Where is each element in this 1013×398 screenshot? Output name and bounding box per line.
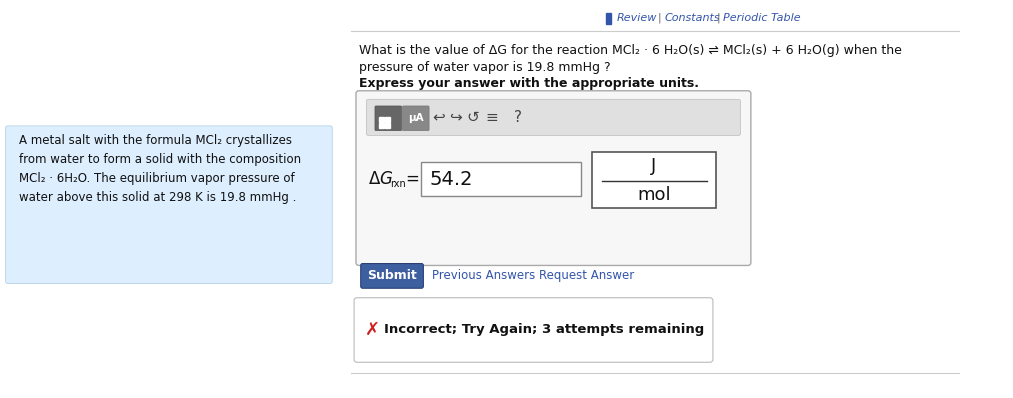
Text: ↺: ↺ [466, 110, 479, 125]
Text: pressure of water vapor is 19.8 mmHg ?: pressure of water vapor is 19.8 mmHg ? [359, 61, 611, 74]
Bar [379, 117, 384, 122]
Text: from water to form a solid with the composition: from water to form a solid with the comp… [19, 153, 301, 166]
Text: Periodic Table: Periodic Table [723, 13, 801, 23]
Text: Express your answer with the appropriate units.: Express your answer with the appropriate… [359, 78, 699, 90]
FancyBboxPatch shape [375, 106, 401, 131]
Text: ✗: ✗ [365, 321, 380, 339]
Text: ?: ? [515, 110, 523, 125]
Text: ↩: ↩ [433, 110, 445, 125]
FancyBboxPatch shape [356, 91, 751, 265]
Text: |: | [657, 12, 661, 23]
FancyBboxPatch shape [361, 263, 423, 288]
FancyBboxPatch shape [6, 126, 332, 283]
Bar [593, 152, 716, 207]
FancyBboxPatch shape [367, 100, 741, 135]
Text: A metal salt with the formula MCl₂ crystallizes: A metal salt with the formula MCl₂ cryst… [19, 134, 292, 147]
Text: ≡: ≡ [485, 110, 498, 125]
Text: Request Answer: Request Answer [539, 269, 634, 283]
Text: mol: mol [637, 186, 671, 204]
Bar [385, 117, 390, 122]
Text: water above this solid at 298 K is 19.8 mmHg .: water above this solid at 298 K is 19.8 … [19, 191, 297, 204]
Bar [379, 123, 384, 128]
Text: MCl₂ · 6H₂O. The equilibrium vapor pressure of: MCl₂ · 6H₂O. The equilibrium vapor press… [19, 172, 295, 185]
Text: rxn: rxn [390, 179, 406, 189]
Text: =: = [405, 170, 419, 188]
Text: Incorrect; Try Again; 3 attempts remaining: Incorrect; Try Again; 3 attempts remaini… [384, 324, 704, 336]
Text: Constants: Constants [665, 13, 720, 23]
FancyBboxPatch shape [355, 298, 713, 362]
Text: |: | [716, 12, 720, 23]
Text: What is the value of ΔG for the reaction MCl₂ · 6 H₂O(s) ⇌ MCl₂(s) + 6 H₂O(g) wh: What is the value of ΔG for the reaction… [359, 44, 902, 57]
Text: ↪: ↪ [450, 110, 462, 125]
Text: μA: μA [408, 113, 423, 123]
Text: Review: Review [617, 13, 657, 23]
Text: Previous Answers: Previous Answers [432, 269, 535, 283]
Text: 54.2: 54.2 [430, 170, 473, 189]
Text: $\Delta G$: $\Delta G$ [369, 170, 394, 188]
Text: J: J [651, 157, 656, 175]
Text: Submit: Submit [367, 269, 417, 283]
Bar [606, 13, 611, 24]
FancyBboxPatch shape [402, 106, 430, 131]
Bar [421, 162, 580, 196]
Bar [385, 123, 390, 128]
